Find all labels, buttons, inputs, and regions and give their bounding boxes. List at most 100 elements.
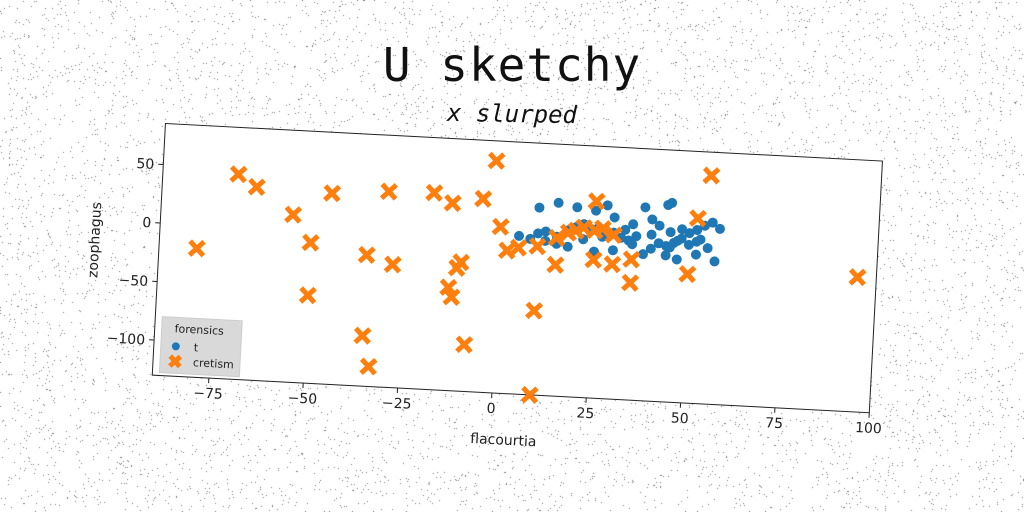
data-point-x xyxy=(584,250,603,269)
data-point-x xyxy=(379,182,398,201)
data-point-x xyxy=(593,219,612,238)
data-point xyxy=(572,202,583,213)
y-tick-label: −100 xyxy=(106,331,145,349)
data-point-x xyxy=(528,237,547,256)
data-point-x xyxy=(474,189,493,208)
data-point xyxy=(690,249,701,260)
data-point xyxy=(609,212,620,223)
data-point xyxy=(607,245,618,256)
data-point xyxy=(707,217,718,228)
data-point xyxy=(627,239,638,250)
legend-label-t: t xyxy=(193,341,199,354)
x-tick-label: −75 xyxy=(193,385,223,403)
data-point xyxy=(533,228,544,239)
data-point-x xyxy=(509,238,528,257)
data-point-x xyxy=(520,385,539,404)
series-cretism xyxy=(187,151,867,404)
data-point xyxy=(591,205,602,216)
x-axis-ticks: −75 −50 −25 0 25 50 75 100 xyxy=(193,378,883,437)
y-tick-label: −50 xyxy=(118,273,148,291)
legend-label-cretism: cretism xyxy=(193,356,235,371)
data-point-x xyxy=(546,255,565,274)
data-point-x xyxy=(848,268,867,287)
data-point-x xyxy=(323,184,342,203)
data-point xyxy=(628,219,639,230)
data-point xyxy=(645,243,656,254)
data-point xyxy=(646,229,657,240)
data-point xyxy=(660,250,671,261)
legend-marker-cretism xyxy=(168,354,182,369)
data-point-x xyxy=(621,273,640,292)
legend: forensics t cretism xyxy=(158,316,243,378)
data-point xyxy=(677,224,688,235)
x-tick-label: 75 xyxy=(765,415,784,432)
data-point xyxy=(695,234,706,245)
data-point xyxy=(647,214,658,225)
chart-title: U sketchy xyxy=(382,38,642,92)
data-point xyxy=(676,233,687,244)
data-point xyxy=(671,254,682,265)
data-point xyxy=(602,200,613,211)
legend-x-mark xyxy=(168,354,182,369)
data-point-x xyxy=(187,239,206,258)
y-axis-ticks: 50 0 −50 −100 xyxy=(106,156,164,349)
data-point-x xyxy=(442,287,461,306)
data-point-x xyxy=(678,265,697,284)
data-point xyxy=(637,249,648,260)
data-point-x xyxy=(702,166,721,185)
x-tick-label: −25 xyxy=(382,395,412,413)
y-tick-label: 50 xyxy=(136,156,155,173)
data-point-x xyxy=(359,357,378,376)
x-axis-label: flacourtia xyxy=(470,431,537,450)
data-point-x xyxy=(487,151,506,170)
data-point xyxy=(620,224,631,235)
x-tick-label: −50 xyxy=(287,390,317,408)
data-point-x xyxy=(353,326,372,345)
data-point-x xyxy=(247,177,266,196)
data-point xyxy=(640,202,651,213)
data-point-x xyxy=(497,241,516,260)
data-point-x xyxy=(447,258,466,277)
data-point-x xyxy=(443,194,462,213)
data-point xyxy=(667,197,678,208)
data-point-x xyxy=(301,233,320,252)
plot-frame xyxy=(151,122,883,414)
data-point xyxy=(562,241,573,252)
data-point-x xyxy=(587,192,606,211)
legend-marker-t xyxy=(171,342,180,351)
data-point-x xyxy=(622,250,641,269)
data-point-x xyxy=(383,255,402,274)
data-point-x xyxy=(284,205,303,224)
x-tick-label: 0 xyxy=(486,401,496,417)
data-point-x xyxy=(229,165,248,184)
data-point xyxy=(714,223,725,234)
data-point xyxy=(692,225,703,236)
series-layer xyxy=(187,151,867,404)
y-axis-label: zoophagus xyxy=(85,202,105,279)
data-point xyxy=(684,228,695,239)
x-tick-label: 100 xyxy=(855,420,883,437)
data-point-x xyxy=(525,301,544,320)
data-point xyxy=(683,239,694,250)
data-point xyxy=(631,231,642,242)
data-point-x xyxy=(547,228,566,247)
data-point xyxy=(534,202,545,213)
data-point-x xyxy=(357,245,376,264)
data-point-x xyxy=(439,278,458,297)
legend-title: forensics xyxy=(174,322,224,338)
plot-area: −75 −50 −25 0 25 50 75 100 50 0 −50 −100 forensics… xyxy=(85,122,883,450)
data-point xyxy=(654,220,665,231)
data-point-x xyxy=(604,225,623,245)
data-point-x xyxy=(603,255,622,274)
x-tick-label: 25 xyxy=(576,405,595,422)
y-tick-label: 0 xyxy=(142,215,152,231)
data-point xyxy=(540,226,551,237)
data-point-x xyxy=(425,183,444,202)
data-point xyxy=(665,227,676,238)
x-tick-label: 50 xyxy=(670,410,689,427)
data-point-x xyxy=(455,335,474,354)
legend-box xyxy=(158,316,243,378)
data-point-x xyxy=(491,217,510,236)
data-point xyxy=(514,230,525,241)
